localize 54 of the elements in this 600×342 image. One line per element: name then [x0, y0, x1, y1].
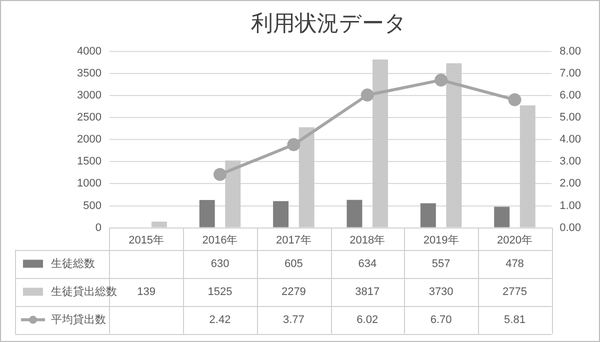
- data-label: 2.42: [209, 314, 231, 326]
- data-label: 630: [210, 258, 230, 270]
- bar: [494, 206, 510, 228]
- y-tick-label: 3000: [76, 90, 102, 102]
- point: [214, 168, 226, 181]
- bar: [420, 203, 436, 228]
- x-tick-label: 2015年: [128, 234, 164, 246]
- y2-tick-label: 4.00: [560, 134, 582, 146]
- y-tick-label: 3500: [76, 67, 102, 80]
- point: [434, 74, 448, 87]
- x-tick-label: 2020年: [497, 234, 532, 246]
- point: [287, 138, 300, 152]
- y2-tick-label: 5.00: [560, 112, 582, 124]
- data-label: 139: [137, 286, 156, 298]
- y2-tick-label: 6.00: [560, 90, 582, 102]
- data-label: 605: [284, 258, 303, 270]
- x-tick-label: 2019年: [423, 234, 459, 246]
- point: [360, 88, 374, 102]
- y2-tick-label: 1.00: [560, 200, 582, 212]
- data-label: 3817: [355, 286, 380, 298]
- y-tick-label: 1000: [76, 178, 102, 190]
- y2-tick-label: 8.00: [560, 45, 582, 58]
- data-label: 1525: [208, 286, 232, 298]
- data-label: 2775: [502, 286, 527, 298]
- legend-label: 平均貸出数: [51, 312, 106, 326]
- bar: [346, 200, 362, 228]
- x-tick-label: 2016年: [202, 234, 238, 246]
- legend-label: 生徒貸出総数: [51, 284, 117, 298]
- y-tick-label: 0: [95, 222, 102, 234]
- chart-title: 利用状況データ: [251, 10, 407, 36]
- data-label: 3.77: [282, 314, 304, 326]
- data-label: 634: [358, 258, 377, 270]
- data-label: 6.70: [430, 314, 452, 326]
- y-tick-label: 2000: [76, 134, 102, 146]
- y-tick-label: 500: [83, 200, 102, 212]
- data-label: 3730: [428, 286, 454, 298]
- bar: [199, 200, 215, 228]
- x-tick-label: 2018年: [350, 234, 386, 246]
- y2-tick-label: 3.00: [560, 156, 582, 168]
- y2-tick-label: 0.00: [560, 222, 582, 234]
- y2-tick-label: 7.00: [560, 67, 582, 80]
- y-tick-label: 1500: [76, 156, 102, 168]
- bar: [273, 201, 289, 228]
- y-tick-label: 4000: [76, 45, 102, 58]
- data-label: 6.02: [356, 314, 378, 326]
- data-label: 478: [506, 258, 524, 270]
- data-label: 5.81: [504, 314, 526, 326]
- point: [508, 93, 522, 106]
- data-label: 2279: [281, 286, 306, 298]
- y2-tick-label: 2.00: [560, 178, 582, 190]
- y-tick-label: 2500: [76, 112, 102, 124]
- legend-label: 生徒総数: [51, 256, 95, 270]
- x-tick-label: 2017年: [276, 234, 312, 246]
- data-label: 557: [432, 258, 450, 270]
